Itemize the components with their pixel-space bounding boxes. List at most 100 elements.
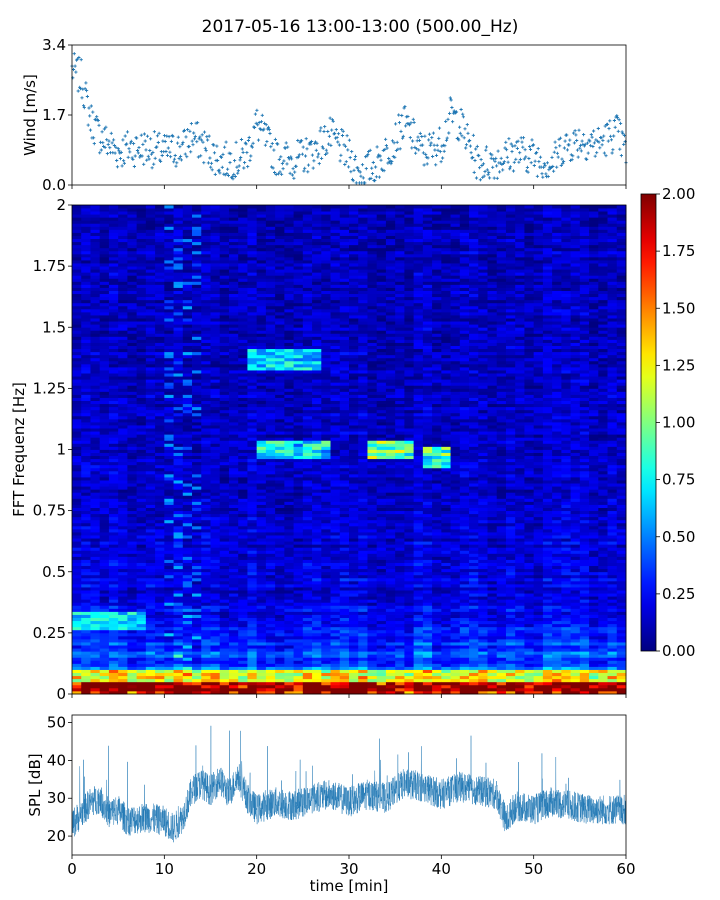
spectrogram-cell — [192, 238, 202, 243]
spectrogram-cell — [256, 229, 267, 233]
spectrogram-cell — [349, 538, 359, 542]
spectrogram-cell — [118, 617, 128, 622]
spectrogram-cell — [164, 669, 174, 674]
spectrogram-cell — [145, 470, 156, 475]
spectrogram-cell — [349, 541, 359, 545]
spectrogram-cell — [284, 473, 294, 478]
spectrogram-cell — [256, 611, 267, 615]
spectrogram-cell — [201, 651, 211, 655]
spectrogram-cell — [145, 452, 156, 457]
spectrogram-cell — [136, 376, 147, 380]
spectrogram-cell — [145, 391, 156, 395]
spectrogram-cell — [173, 498, 184, 502]
spectrogram-cell — [339, 247, 350, 252]
spectrogram-cell — [238, 648, 248, 652]
spectrogram-cell — [99, 339, 110, 343]
spectrogram-cell — [145, 370, 156, 374]
spectrogram-cell — [164, 315, 174, 319]
spectrogram-cell — [321, 663, 331, 667]
spectrogram-cell — [155, 443, 165, 447]
spectrogram-cell — [90, 311, 101, 316]
spectrogram-cell — [155, 583, 165, 588]
spectrogram-cell — [275, 214, 285, 218]
spectrogram-cell — [219, 501, 230, 505]
spectrogram-cell — [330, 483, 341, 487]
spectrogram-cell — [284, 690, 294, 695]
spectrogram-cell — [127, 541, 138, 545]
spectrogram-cell — [349, 281, 359, 285]
spectrogram-cell — [127, 342, 138, 346]
spectrogram-cell — [164, 519, 174, 524]
spectrogram-cell — [330, 379, 341, 383]
spectrogram-cell — [219, 253, 230, 258]
spectrogram-cell — [81, 638, 91, 643]
spectrogram-cell — [219, 648, 230, 652]
spectrogram-cell — [349, 345, 359, 350]
spectrogram-cell — [349, 412, 359, 417]
spectrogram-cell — [127, 275, 138, 279]
spectrogram-cell — [256, 345, 267, 350]
spectrogram-cell — [108, 434, 119, 438]
spectrogram-cell — [173, 293, 184, 298]
spectrogram-cell — [155, 354, 165, 359]
spectrogram-cell — [238, 217, 248, 221]
spectrogram-cell — [275, 296, 285, 301]
spectrogram-cell — [192, 311, 202, 316]
spectrogram-cell — [127, 434, 138, 438]
spectrogram-cell — [81, 425, 91, 429]
spectrogram-cell — [210, 599, 221, 603]
spectrogram-cell — [293, 565, 304, 570]
spectrogram-cell — [201, 574, 211, 579]
spectrogram-cell — [99, 287, 110, 291]
spectrogram-cell — [164, 223, 174, 227]
spectrogram-cell — [182, 648, 193, 652]
spectrogram-cell — [210, 654, 221, 658]
spectrogram-cell — [145, 278, 156, 282]
spectrogram-cell — [275, 421, 285, 426]
spectrogram-cell — [321, 596, 331, 600]
spectrogram-cell — [164, 446, 174, 450]
spectrogram-cell — [275, 370, 285, 374]
spectrogram-cell — [349, 293, 359, 298]
spectrogram-cell — [219, 324, 230, 328]
spectrogram-cell — [201, 596, 211, 600]
spectrogram-cell — [182, 363, 193, 368]
spectrogram-cell — [90, 232, 101, 236]
spectrogram-cell — [182, 382, 193, 386]
spectrogram-cell — [192, 513, 202, 518]
spectrogram-cell — [210, 498, 221, 502]
spectrogram-cell — [118, 232, 128, 236]
spectrogram-cell — [145, 226, 156, 230]
spectrogram-cell — [127, 281, 138, 285]
spectrogram-cell — [228, 354, 239, 359]
spectrogram-cell — [256, 394, 267, 398]
spectrogram-cell — [192, 654, 202, 658]
spectrogram-cell — [72, 244, 82, 249]
spectrogram-cell — [349, 272, 359, 276]
spectrogram-cell — [302, 250, 313, 255]
spectrogram-cell — [90, 562, 101, 567]
spectrogram-cell — [81, 226, 91, 230]
spectrogram-cell — [312, 516, 322, 521]
spectrogram-cell — [182, 550, 193, 554]
spectrogram-cell — [72, 269, 82, 273]
spectrogram-cell — [81, 648, 91, 652]
spectrogram-cell — [265, 446, 276, 450]
spectrogram-cell — [293, 498, 304, 502]
spectrogram-cell — [164, 690, 174, 695]
spectrogram-cell — [108, 238, 119, 243]
spectrogram-cell — [302, 544, 313, 548]
spectrogram-cell — [339, 510, 350, 515]
spectrogram-cell — [164, 290, 174, 295]
spectrogram-cell — [275, 318, 285, 322]
spectrogram-cell — [275, 580, 285, 585]
spectrogram-cell — [265, 538, 276, 542]
spectrogram-cell — [228, 403, 239, 408]
spectrogram-cell — [228, 247, 239, 252]
spectrogram-cell — [275, 250, 285, 255]
spectrogram-cell — [238, 568, 248, 573]
spectrogram-cell — [228, 648, 239, 652]
spectrogram-cell — [312, 464, 322, 469]
spectrogram-cell — [108, 446, 119, 450]
spectrogram-cell — [108, 513, 119, 518]
